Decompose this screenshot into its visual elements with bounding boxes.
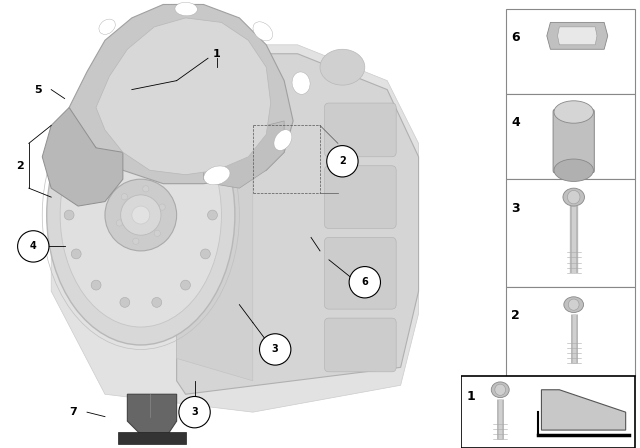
Polygon shape — [547, 22, 608, 49]
Text: 2: 2 — [16, 161, 24, 171]
Ellipse shape — [204, 166, 230, 185]
Circle shape — [71, 171, 81, 181]
Ellipse shape — [495, 384, 506, 395]
Circle shape — [180, 140, 191, 150]
Ellipse shape — [274, 130, 292, 151]
FancyBboxPatch shape — [324, 103, 396, 157]
Circle shape — [116, 220, 122, 226]
Polygon shape — [557, 27, 597, 45]
Text: 6: 6 — [362, 277, 368, 287]
Ellipse shape — [554, 159, 593, 181]
Circle shape — [64, 210, 74, 220]
Text: 4: 4 — [30, 241, 36, 251]
Text: 3: 3 — [272, 345, 278, 354]
FancyBboxPatch shape — [553, 110, 595, 172]
Bar — [118, 432, 186, 444]
Circle shape — [327, 146, 358, 177]
Circle shape — [179, 396, 210, 428]
Ellipse shape — [60, 103, 221, 327]
Circle shape — [120, 297, 130, 307]
Ellipse shape — [563, 188, 584, 206]
Ellipse shape — [120, 195, 161, 235]
FancyBboxPatch shape — [324, 237, 396, 309]
Text: 5: 5 — [34, 85, 42, 95]
Circle shape — [91, 280, 101, 290]
Ellipse shape — [99, 19, 115, 34]
Circle shape — [200, 249, 211, 259]
Circle shape — [180, 280, 191, 290]
Circle shape — [71, 249, 81, 259]
Polygon shape — [69, 4, 293, 184]
Circle shape — [152, 123, 162, 133]
Text: 4: 4 — [511, 116, 520, 129]
FancyBboxPatch shape — [324, 318, 396, 372]
Text: 6: 6 — [511, 31, 520, 44]
Circle shape — [152, 297, 162, 307]
Text: 3: 3 — [191, 407, 198, 417]
Circle shape — [260, 334, 291, 365]
Ellipse shape — [320, 49, 365, 85]
Text: 2: 2 — [339, 156, 346, 166]
Ellipse shape — [554, 101, 593, 123]
Circle shape — [154, 230, 161, 237]
Ellipse shape — [292, 72, 310, 94]
Bar — [506, 94, 635, 179]
Polygon shape — [51, 45, 419, 412]
Ellipse shape — [105, 179, 177, 251]
Ellipse shape — [492, 382, 509, 398]
Polygon shape — [177, 54, 419, 394]
Text: 3: 3 — [511, 202, 520, 215]
Bar — [506, 179, 635, 287]
Ellipse shape — [564, 297, 584, 313]
Circle shape — [132, 238, 139, 245]
Circle shape — [207, 210, 218, 220]
Ellipse shape — [568, 299, 579, 310]
Text: 7: 7 — [70, 407, 77, 417]
Ellipse shape — [175, 2, 197, 16]
Circle shape — [200, 171, 211, 181]
Polygon shape — [42, 108, 123, 206]
Bar — [506, 9, 635, 94]
Text: 1: 1 — [466, 390, 475, 403]
Ellipse shape — [47, 85, 235, 345]
Circle shape — [159, 204, 165, 210]
Polygon shape — [204, 121, 284, 188]
Polygon shape — [541, 390, 626, 430]
Bar — [461, 376, 635, 448]
Bar — [506, 287, 635, 376]
Circle shape — [349, 267, 380, 298]
Circle shape — [121, 194, 127, 200]
Polygon shape — [127, 394, 177, 435]
Text: 1: 1 — [213, 49, 221, 59]
Polygon shape — [177, 54, 253, 381]
Text: 2: 2 — [511, 309, 520, 322]
Ellipse shape — [132, 206, 150, 224]
Circle shape — [17, 231, 49, 262]
Circle shape — [120, 123, 130, 133]
FancyBboxPatch shape — [324, 166, 396, 228]
Ellipse shape — [253, 22, 273, 41]
Polygon shape — [96, 18, 271, 175]
Circle shape — [143, 185, 149, 192]
Ellipse shape — [568, 190, 580, 204]
Circle shape — [91, 140, 101, 150]
